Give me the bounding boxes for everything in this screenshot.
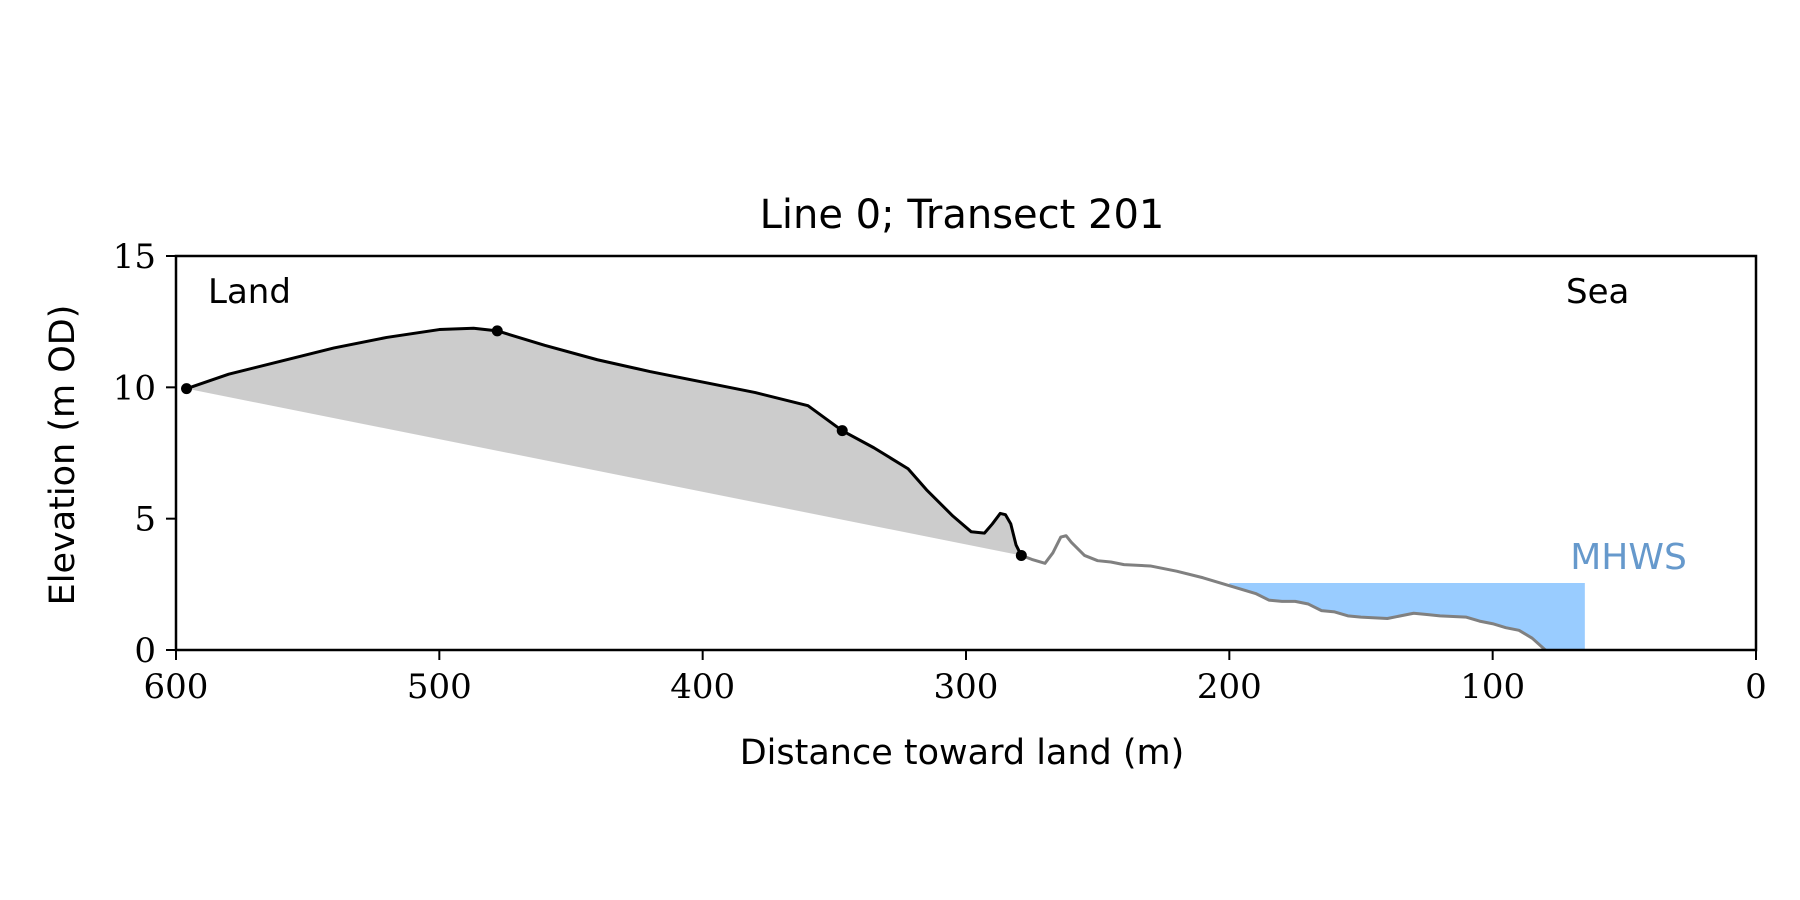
x-tick-label: 0 [1745, 667, 1767, 707]
x-tick-label: 200 [1197, 667, 1262, 707]
x-tick-label: 100 [1460, 667, 1525, 707]
profile-marker [491, 325, 503, 337]
mhws-label: MHWS [1570, 537, 1687, 578]
mhws-water-area [1229, 583, 1585, 650]
profile-primary-line [186, 326, 1023, 557]
profile-seaward-line [1020, 534, 1547, 652]
x-tick-label: 600 [144, 667, 209, 707]
y-tick-label: 15 [113, 237, 156, 277]
chart-title: Line 0; Transect 201 [760, 192, 1165, 238]
x-axis: 600 500 400 300 200 100 0 [144, 650, 1767, 707]
y-axis-label: Elevation (m OD) [43, 305, 83, 606]
x-tick-label: 300 [934, 667, 999, 707]
y-tick-label: 10 [113, 368, 156, 408]
corner-label-land: Land [208, 272, 291, 312]
y-axis: 0 5 10 15 [113, 237, 176, 671]
profile-fill-area [186, 328, 1022, 556]
plot-area: MHWS [181, 325, 1687, 652]
x-tick-label: 400 [670, 667, 735, 707]
y-tick-label: 5 [134, 500, 156, 540]
corner-label-sea: Sea [1566, 272, 1629, 312]
y-tick-label: 0 [134, 631, 156, 671]
profile-marker [836, 425, 848, 437]
profile-marker [181, 383, 193, 395]
x-tick-label: 500 [407, 667, 472, 707]
profile-marker [1015, 549, 1027, 561]
x-axis-label: Distance toward land (m) [740, 733, 1185, 773]
